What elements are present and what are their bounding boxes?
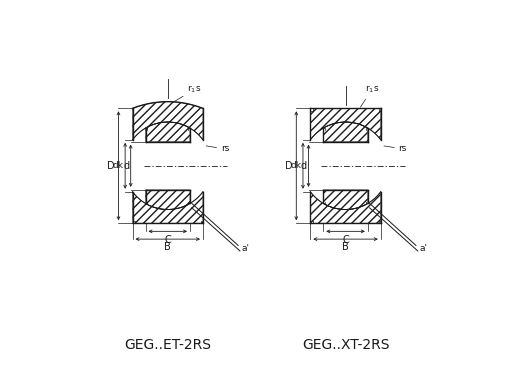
Polygon shape: [132, 102, 203, 140]
Polygon shape: [145, 190, 190, 209]
Polygon shape: [310, 108, 381, 140]
Polygon shape: [132, 192, 203, 223]
Text: GEG..XT-2RS: GEG..XT-2RS: [302, 338, 389, 352]
Polygon shape: [310, 192, 381, 223]
Polygon shape: [145, 122, 190, 142]
Text: dk: dk: [113, 161, 124, 170]
Text: d: d: [123, 161, 129, 171]
Text: C: C: [342, 235, 349, 245]
Polygon shape: [323, 190, 368, 209]
Text: B: B: [342, 243, 349, 252]
Text: GEG..ET-2RS: GEG..ET-2RS: [124, 338, 211, 352]
Text: rs: rs: [384, 144, 407, 153]
Text: B: B: [164, 243, 171, 252]
Text: rs: rs: [206, 144, 229, 153]
Text: D: D: [285, 161, 293, 171]
Polygon shape: [323, 122, 368, 142]
Text: dk: dk: [291, 161, 301, 170]
Text: a': a': [419, 244, 427, 253]
Text: d: d: [301, 161, 307, 171]
Text: r$_1$s: r$_1$s: [360, 84, 379, 107]
Text: a': a': [241, 244, 250, 253]
Text: r$_1$s: r$_1$s: [174, 84, 202, 102]
Text: D: D: [107, 161, 115, 171]
Text: C: C: [164, 235, 171, 245]
